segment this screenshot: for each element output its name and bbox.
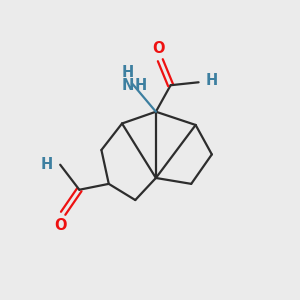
Text: O: O	[153, 41, 165, 56]
Text: H: H	[122, 65, 134, 80]
Text: N: N	[122, 78, 134, 93]
Text: O: O	[54, 218, 66, 233]
Text: H: H	[135, 78, 147, 93]
Text: H: H	[41, 157, 53, 172]
Text: H: H	[206, 73, 218, 88]
